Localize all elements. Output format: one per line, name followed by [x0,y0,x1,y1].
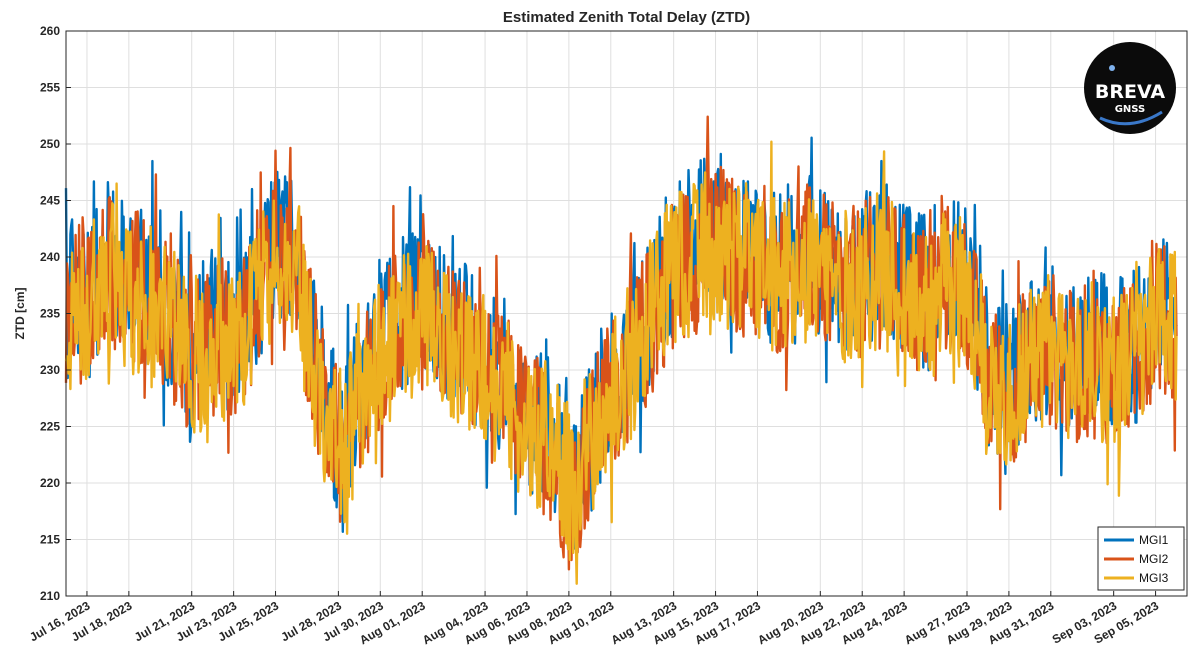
y-axis: 210 215 220 225 230 235 240 245 250 255 260 [40,24,71,603]
y-tick-label: 260 [40,24,60,38]
y-tick-label: 240 [40,250,60,264]
logo-orbit [1099,110,1163,126]
logo-subtitle: GNSS [1115,104,1146,115]
logo-disc [1084,42,1176,134]
y-axis-label: ZTD [cm] [13,288,27,340]
breva-gnss-logo: BREVA GNSS [1084,42,1176,134]
y-tick-label: 235 [40,307,60,321]
y-tick-label: 255 [40,81,60,95]
legend-label-mgi3: MGI3 [1139,571,1169,585]
chart-title: Estimated Zenith Total Delay (ZTD) [503,9,750,26]
y-tick-label: 220 [40,476,60,490]
y-tick-label: 230 [40,363,60,377]
y-tick-label: 215 [40,533,60,547]
series-line-mgi3 [64,140,1178,585]
y-tick-label: 210 [40,589,60,603]
legend-label-mgi1: MGI1 [1139,533,1169,547]
plot-area [64,30,1188,597]
y-tick-label: 245 [40,194,60,208]
series-layer [64,115,1178,585]
logo-satellite [1109,65,1115,71]
y-tick-label: 250 [40,137,60,151]
legend: MGI1 MGI2 MGI3 [1097,526,1185,591]
y-tick-label: 225 [40,420,60,434]
logo-wordmark: BREVA [1095,81,1166,103]
legend-label-mgi2: MGI2 [1139,552,1169,566]
